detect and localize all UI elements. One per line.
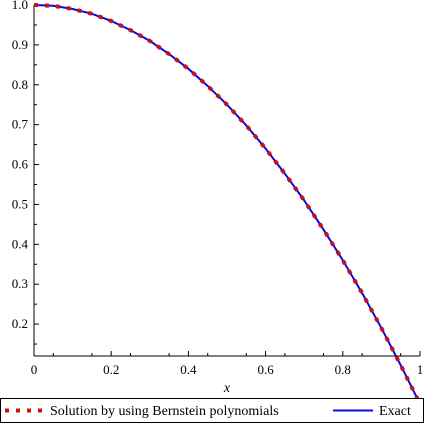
x-tick-label: 0.2 (103, 362, 119, 377)
x-tick-label: 0 (31, 362, 38, 377)
y-tick-label: 0.7 (12, 117, 29, 132)
y-tick-label: 1.0 (12, 0, 28, 12)
y-tick-label: 0.3 (12, 276, 28, 291)
series-line-exact (33, 4, 421, 405)
x-tick-label: 1 (417, 362, 424, 377)
legend-label-bernstein: Solution by using Bernstein polynomials (50, 404, 279, 419)
ticks: 0 0.2 0.4 0.6 0.8 1 0.2 0.3 0.4 0.5 0.6 0.7 0.8 0.9 1.… (12, 0, 424, 377)
y-tick-label: 0.8 (12, 77, 28, 92)
x-axis-label: x (223, 381, 231, 396)
y-tick-label: 0.4 (12, 236, 29, 251)
x-tick-label: 0.8 (335, 362, 351, 377)
y-tick-label: 0.2 (12, 316, 28, 331)
legend: Solution by using Bernstein polynomials E… (0, 398, 424, 423)
series-group (33, 3, 422, 405)
y-tick-label: 0.9 (12, 37, 28, 52)
y-tick-label: 0.6 (12, 157, 29, 172)
axes (33, 5, 420, 357)
y-tick-label: 0.5 (12, 196, 28, 211)
x-tick-label: 0.4 (180, 362, 197, 377)
series-line-bernstein (33, 3, 422, 405)
x-tick-label: 0.6 (257, 362, 274, 377)
legend-label-exact: Exact (379, 404, 411, 419)
